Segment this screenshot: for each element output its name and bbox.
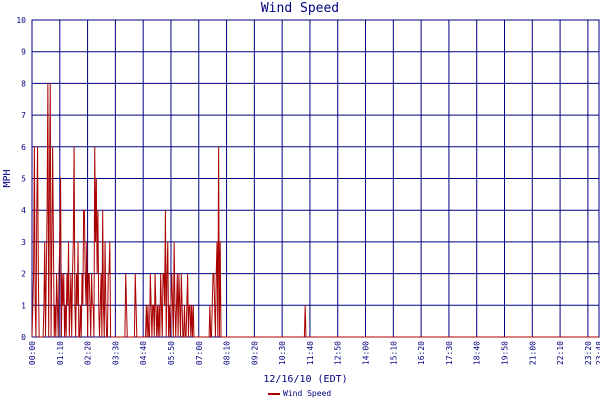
- chart-title: Wind Speed: [260, 1, 340, 16]
- x-tick-label: 21:00: [528, 341, 537, 365]
- x-tick-label: 08:10: [223, 341, 232, 365]
- x-tick-label: 15:10: [389, 341, 398, 365]
- legend-label: Wind Speed: [283, 389, 332, 398]
- x-axis-label: 12/16/10 (EDT): [263, 374, 347, 385]
- x-tick-label: 10:30: [278, 341, 287, 365]
- x-tick-label: 11:40: [306, 341, 315, 365]
- x-tick-label: 04:40: [139, 341, 148, 365]
- x-tick-label: 18:40: [473, 341, 482, 365]
- y-tick-label: 0: [21, 333, 26, 342]
- x-tick-label: 09:20: [250, 341, 259, 365]
- x-tick-label: 23:20: [584, 341, 593, 365]
- y-tick-label: 8: [21, 79, 26, 88]
- y-tick-label: 2: [21, 270, 26, 279]
- y-tick-label: 5: [21, 175, 26, 184]
- legend: Wind Speed: [268, 389, 331, 398]
- x-tick-label: 17:30: [445, 341, 454, 365]
- legend-swatch: [268, 392, 280, 395]
- x-tick-label: 19:50: [501, 341, 510, 365]
- series-line-wind-speed: [31, 83, 599, 338]
- y-tick-label: 6: [21, 143, 26, 152]
- x-tick-label: 22:10: [556, 341, 565, 365]
- x-tick-label: 03:30: [111, 341, 120, 365]
- y-tick-label: 9: [21, 48, 26, 57]
- x-tick-label: 12:50: [334, 341, 343, 365]
- x-tick-label: 23:48: [595, 341, 600, 365]
- y-tick-label: 3: [21, 238, 26, 247]
- x-tick-label: 05:50: [167, 341, 176, 365]
- x-tick-label: 01:10: [56, 341, 65, 365]
- x-tick-label: 14:00: [362, 341, 371, 365]
- y-tick-label: 7: [21, 111, 26, 120]
- x-tick-label: 00:00: [28, 341, 37, 365]
- y-axis-label: MPH: [2, 169, 13, 187]
- x-tick-label: 07:00: [195, 341, 204, 365]
- x-tick-label: 02:20: [84, 341, 93, 365]
- x-tick-label: 16:20: [417, 341, 426, 365]
- y-tick-label: 4: [21, 206, 26, 215]
- y-tick-label: 10: [16, 16, 26, 25]
- y-tick-label: 1: [21, 301, 26, 310]
